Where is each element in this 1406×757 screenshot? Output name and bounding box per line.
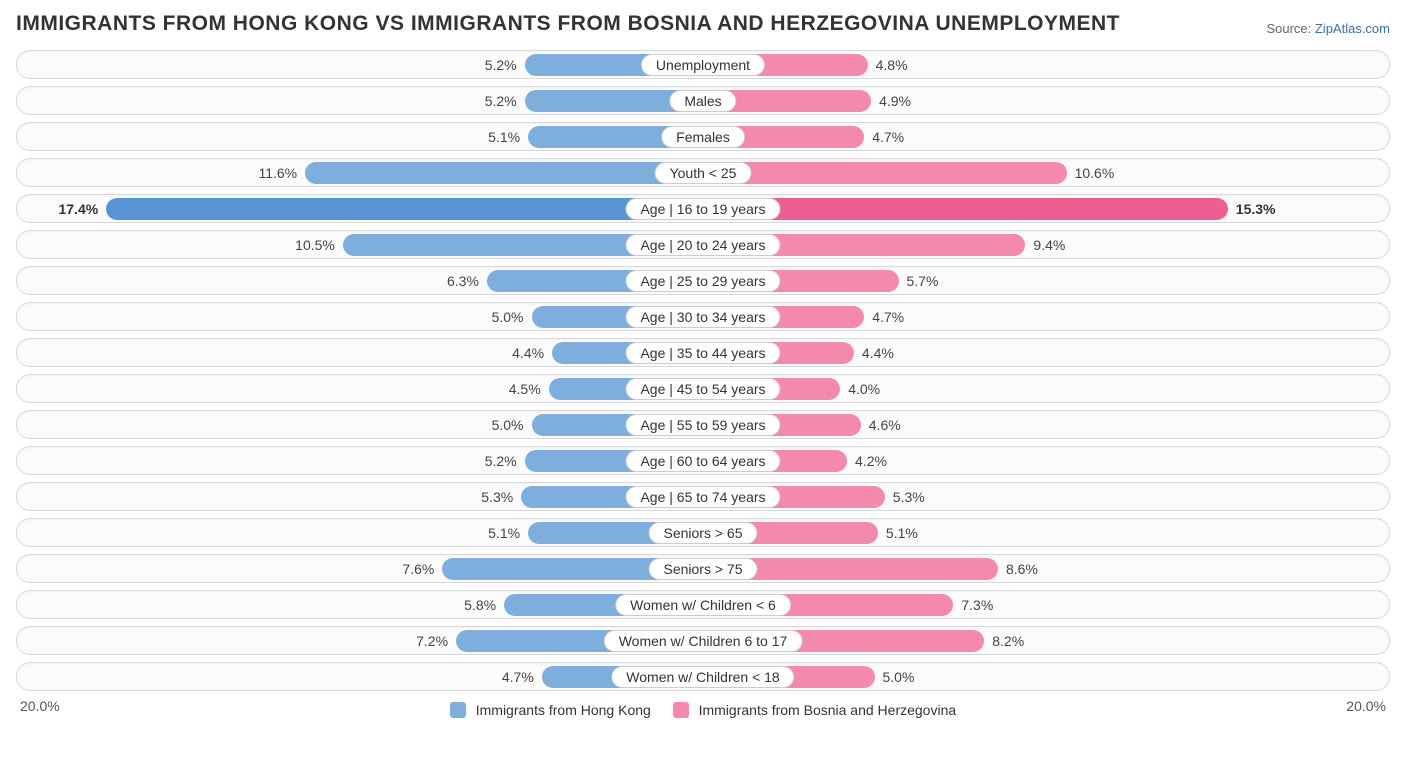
value-right: 5.7% [907, 267, 939, 296]
header: IMMIGRANTS FROM HONG KONG VS IMMIGRANTS … [16, 12, 1390, 36]
value-left: 7.2% [416, 627, 448, 656]
value-right: 5.0% [883, 663, 915, 692]
chart-row: 17.4% 15.3% Age | 16 to 19 years [16, 194, 1390, 223]
legend-label-right: Immigrants from Bosnia and Herzegovina [699, 702, 957, 718]
value-right: 5.1% [886, 519, 918, 548]
value-right: 4.8% [876, 51, 908, 80]
axis-max-right: 20.0% [1346, 698, 1386, 718]
chart-row: 5.3% 5.3% Age | 65 to 74 years [16, 482, 1390, 511]
category-pill: Age | 20 to 24 years [625, 234, 780, 256]
value-left: 4.5% [509, 375, 541, 404]
source-attribution: Source: ZipAtlas.com [1266, 21, 1390, 36]
chart-row: 11.6% 10.6% Youth < 25 [16, 158, 1390, 187]
category-pill: Women w/ Children 6 to 17 [604, 630, 803, 652]
chart-row: 7.6% 8.6% Seniors > 75 [16, 554, 1390, 583]
value-right: 15.3% [1236, 195, 1276, 224]
legend-swatch-right [673, 702, 689, 718]
chart-title: IMMIGRANTS FROM HONG KONG VS IMMIGRANTS … [16, 12, 1120, 36]
value-left: 5.8% [464, 591, 496, 620]
value-left: 5.2% [485, 87, 517, 116]
category-pill: Males [669, 90, 736, 112]
chart-row: 7.2% 8.2% Women w/ Children 6 to 17 [16, 626, 1390, 655]
value-left: 5.2% [485, 51, 517, 80]
legend-swatch-left [450, 702, 466, 718]
category-pill: Age | 65 to 74 years [625, 486, 780, 508]
chart-row: 5.0% 4.6% Age | 55 to 59 years [16, 410, 1390, 439]
value-right: 4.0% [848, 375, 880, 404]
value-right: 4.7% [872, 123, 904, 152]
category-pill: Seniors > 65 [649, 522, 758, 544]
diverging-bar-chart: 5.2% 4.8% Unemployment 5.2% 4.9% Males 5.1% 4.7… [16, 50, 1390, 691]
bar-right [703, 162, 1067, 184]
category-pill: Age | 45 to 54 years [625, 378, 780, 400]
value-left: 17.4% [58, 195, 98, 224]
axis-max-left: 20.0% [20, 698, 60, 718]
chart-row: 5.2% 4.2% Age | 60 to 64 years [16, 446, 1390, 475]
category-pill: Seniors > 75 [649, 558, 758, 580]
category-pill: Age | 60 to 64 years [625, 450, 780, 472]
value-right: 9.4% [1033, 231, 1065, 260]
value-right: 4.4% [862, 339, 894, 368]
value-left: 4.7% [502, 663, 534, 692]
value-left: 5.0% [492, 303, 524, 332]
bar-left [106, 198, 703, 220]
value-right: 8.6% [1006, 555, 1038, 584]
axis-row: 20.0% Immigrants from Hong Kong Immigran… [16, 698, 1390, 718]
chart-row: 5.2% 4.8% Unemployment [16, 50, 1390, 79]
chart-row: 5.1% 5.1% Seniors > 65 [16, 518, 1390, 547]
chart-row: 6.3% 5.7% Age | 25 to 29 years [16, 266, 1390, 295]
value-right: 4.9% [879, 87, 911, 116]
category-pill: Women w/ Children < 6 [615, 594, 791, 616]
category-pill: Age | 25 to 29 years [625, 270, 780, 292]
source-link[interactable]: ZipAtlas.com [1315, 21, 1390, 36]
value-left: 5.1% [488, 519, 520, 548]
value-left: 4.4% [512, 339, 544, 368]
value-right: 4.6% [869, 411, 901, 440]
chart-row: 5.8% 7.3% Women w/ Children < 6 [16, 590, 1390, 619]
category-pill: Age | 55 to 59 years [625, 414, 780, 436]
value-left: 5.2% [485, 447, 517, 476]
category-pill: Unemployment [641, 54, 765, 76]
bar-left [305, 162, 703, 184]
bar-right [703, 198, 1228, 220]
value-left: 5.3% [481, 483, 513, 512]
value-right: 4.2% [855, 447, 887, 476]
source-prefix: Source: [1266, 21, 1314, 36]
value-left: 5.0% [492, 411, 524, 440]
value-left: 11.6% [258, 159, 297, 188]
chart-row: 5.2% 4.9% Males [16, 86, 1390, 115]
value-right: 10.6% [1075, 159, 1115, 188]
value-left: 10.5% [295, 231, 335, 260]
category-pill: Age | 16 to 19 years [625, 198, 780, 220]
category-pill: Women w/ Children < 18 [611, 666, 794, 688]
category-pill: Age | 30 to 34 years [625, 306, 780, 328]
value-left: 7.6% [402, 555, 434, 584]
chart-row: 4.5% 4.0% Age | 45 to 54 years [16, 374, 1390, 403]
chart-row: 4.4% 4.4% Age | 35 to 44 years [16, 338, 1390, 367]
value-right: 4.7% [872, 303, 904, 332]
chart-row: 5.1% 4.7% Females [16, 122, 1390, 151]
legend: Immigrants from Hong Kong Immigrants fro… [450, 702, 956, 718]
legend-label-left: Immigrants from Hong Kong [476, 702, 651, 718]
category-pill: Females [661, 126, 745, 148]
chart-row: 5.0% 4.7% Age | 30 to 34 years [16, 302, 1390, 331]
value-left: 6.3% [447, 267, 479, 296]
value-left: 5.1% [488, 123, 520, 152]
value-right: 5.3% [893, 483, 925, 512]
chart-container: IMMIGRANTS FROM HONG KONG VS IMMIGRANTS … [0, 0, 1406, 734]
category-pill: Youth < 25 [655, 162, 752, 184]
value-right: 8.2% [992, 627, 1024, 656]
chart-row: 4.7% 5.0% Women w/ Children < 18 [16, 662, 1390, 691]
chart-row: 10.5% 9.4% Age | 20 to 24 years [16, 230, 1390, 259]
category-pill: Age | 35 to 44 years [625, 342, 780, 364]
value-right: 7.3% [961, 591, 993, 620]
